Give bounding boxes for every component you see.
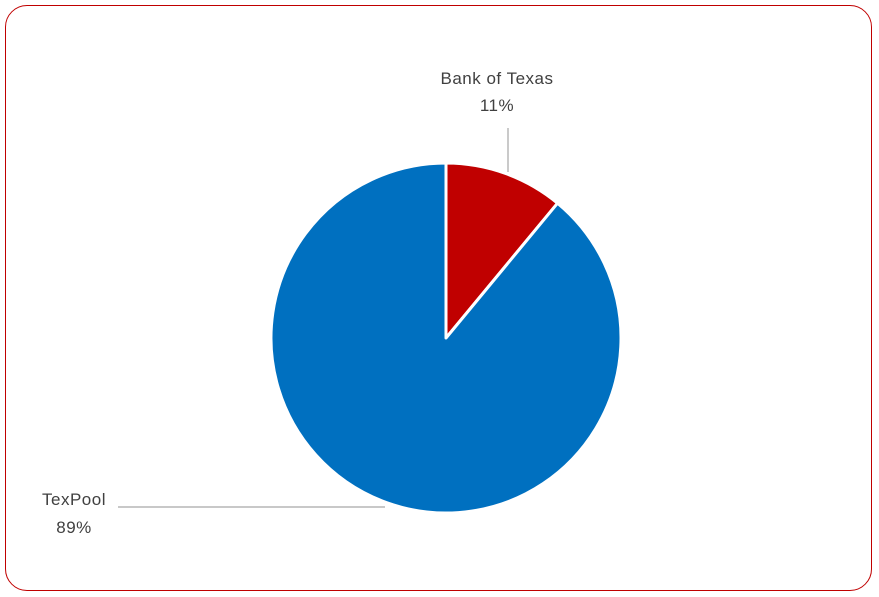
label-texpool-name: TexPool (42, 490, 106, 509)
pie-slices (269, 161, 623, 515)
pie-slice-texpool (269, 161, 623, 515)
data-labels: Bank of Texas 11% TexPool 89% (42, 69, 553, 537)
leader-lines (118, 128, 509, 508)
label-bank-of-texas-name: Bank of Texas (441, 69, 554, 88)
pie-slice-bank-of-texas (444, 161, 560, 340)
label-texpool-percent: 89% (56, 518, 92, 537)
label-bank-of-texas-percent: 11% (480, 96, 514, 115)
